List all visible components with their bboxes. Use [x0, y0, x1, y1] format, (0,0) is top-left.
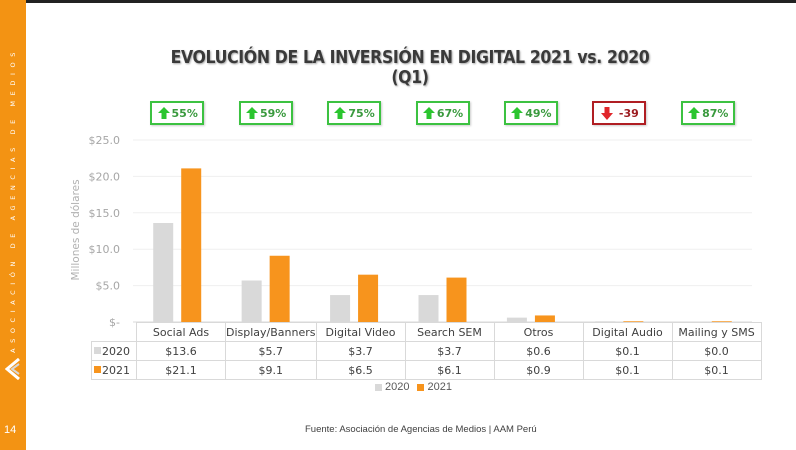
y-axis-label: Millones de dólares — [70, 179, 82, 280]
aam-logo-icon — [5, 358, 20, 380]
data-value: $0.0 — [671, 341, 762, 361]
category-label: Digital Video — [315, 322, 406, 342]
bar-2021-mailing-y-sms — [711, 321, 732, 322]
y-tick-label: $25.0 — [89, 134, 121, 147]
table-row: 2021 $21.1 $9.1 $6.5 $6.1 $0.9 $0.1 $0.1 — [91, 360, 762, 380]
arrow-up-icon — [333, 106, 347, 120]
badge-label: 49% — [525, 106, 552, 120]
series-label: 2020 — [91, 341, 137, 361]
arrow-up-icon — [687, 106, 701, 120]
category-label: Display/Banners — [225, 322, 317, 342]
bar-2021-otros — [534, 315, 555, 322]
data-value: $9.1 — [225, 360, 317, 380]
data-value: $21.1 — [136, 360, 226, 380]
bar-2021-digital-audio — [623, 321, 644, 322]
sidebar: ASOCIACIÓN DE AGENCIAS DE MEDIOS 14 — [0, 0, 26, 450]
table-corner — [91, 322, 137, 342]
series-label: 2021 — [91, 360, 137, 380]
data-value: $13.6 — [136, 341, 226, 361]
badge-label: 59% — [259, 106, 287, 120]
category-label: Social Ads — [136, 322, 226, 342]
category-label: Digital Audio — [582, 322, 673, 342]
change-badge: 75% — [327, 101, 382, 125]
bars — [153, 168, 732, 322]
legend-swatch — [417, 383, 425, 391]
bar-2020-social-ads — [153, 222, 174, 322]
arrow-up-icon — [510, 106, 524, 120]
change-badge: 67% — [415, 101, 470, 125]
data-value: $0.1 — [671, 360, 762, 380]
bar-2020-digital-audio — [595, 321, 616, 322]
series-swatch — [94, 365, 101, 373]
arrow-up-icon — [422, 106, 436, 120]
badge-label: 67% — [436, 106, 464, 120]
change-badge: 59% — [238, 101, 293, 125]
badge-label: 87% — [702, 106, 729, 120]
category-label: Otros — [493, 322, 584, 342]
bar-2021-social-ads — [181, 168, 202, 322]
arrow-down-icon — [600, 106, 614, 121]
data-value: $0.1 — [582, 360, 673, 380]
data-value: $0.9 — [493, 360, 584, 380]
data-value: $6.1 — [404, 360, 495, 380]
legend-label: 2020 — [385, 381, 410, 393]
data-value: $3.7 — [404, 341, 495, 361]
legend-item: 2021 — [417, 381, 452, 393]
bar-2021-display-banners — [269, 255, 290, 322]
bar-2020-otros — [506, 317, 527, 322]
source-note: Fuente: Asociación de Agencias de Medios… — [305, 424, 537, 435]
y-tick-label: $15.0 — [89, 207, 121, 220]
data-value: $6.5 — [315, 360, 406, 380]
data-table: Social Ads Display/Banners Digital Video Se… — [91, 322, 762, 380]
data-value: $0.1 — [582, 341, 673, 361]
data-value: $3.7 — [315, 341, 406, 361]
top-border — [0, 0, 796, 3]
change-badge: 55% — [150, 101, 205, 125]
y-tick-label: $10.0 — [89, 243, 121, 256]
y-tick-label: $20.0 — [89, 170, 121, 183]
page-title: EVOLUCIÓN DE LA INVERSIÓN EN DIGITAL 202… — [170, 48, 650, 88]
badge-label: 55% — [171, 106, 198, 120]
page-number: 14 — [4, 424, 17, 436]
bar-2021-search-sem — [446, 277, 467, 322]
legend: 2020 2021 — [375, 381, 452, 393]
bar-2020-display-banners — [241, 280, 262, 322]
change-badge: 49% — [503, 101, 558, 125]
change-badge: 87% — [680, 101, 735, 125]
bar-2020-digital-video — [330, 295, 351, 322]
data-value: $0.6 — [493, 341, 584, 361]
y-tick-label: $5.0 — [96, 280, 121, 293]
legend-label: 2021 — [427, 381, 452, 393]
series-name: 2020 — [102, 344, 130, 358]
arrow-up-icon — [157, 106, 171, 120]
arrow-up-icon — [245, 106, 259, 120]
badge-label: -39 — [618, 106, 639, 120]
category-label: Search SEM — [404, 322, 495, 342]
table-row: 2020 $13.6 $5.7 $3.7 $3.7 $0.6 $0.1 $0.0 — [91, 341, 762, 361]
category-label: Mailing y SMS — [671, 322, 762, 342]
legend-item: 2020 — [375, 381, 409, 393]
change-badge: -39 — [592, 101, 647, 125]
badge-label: 75% — [348, 106, 375, 120]
legend-swatch — [375, 383, 382, 391]
series-name: 2021 — [102, 363, 130, 377]
bar-2020-search-sem — [418, 295, 439, 322]
bar-2021-digital-video — [358, 274, 379, 322]
series-swatch — [94, 346, 101, 354]
data-value: $5.7 — [225, 341, 317, 361]
